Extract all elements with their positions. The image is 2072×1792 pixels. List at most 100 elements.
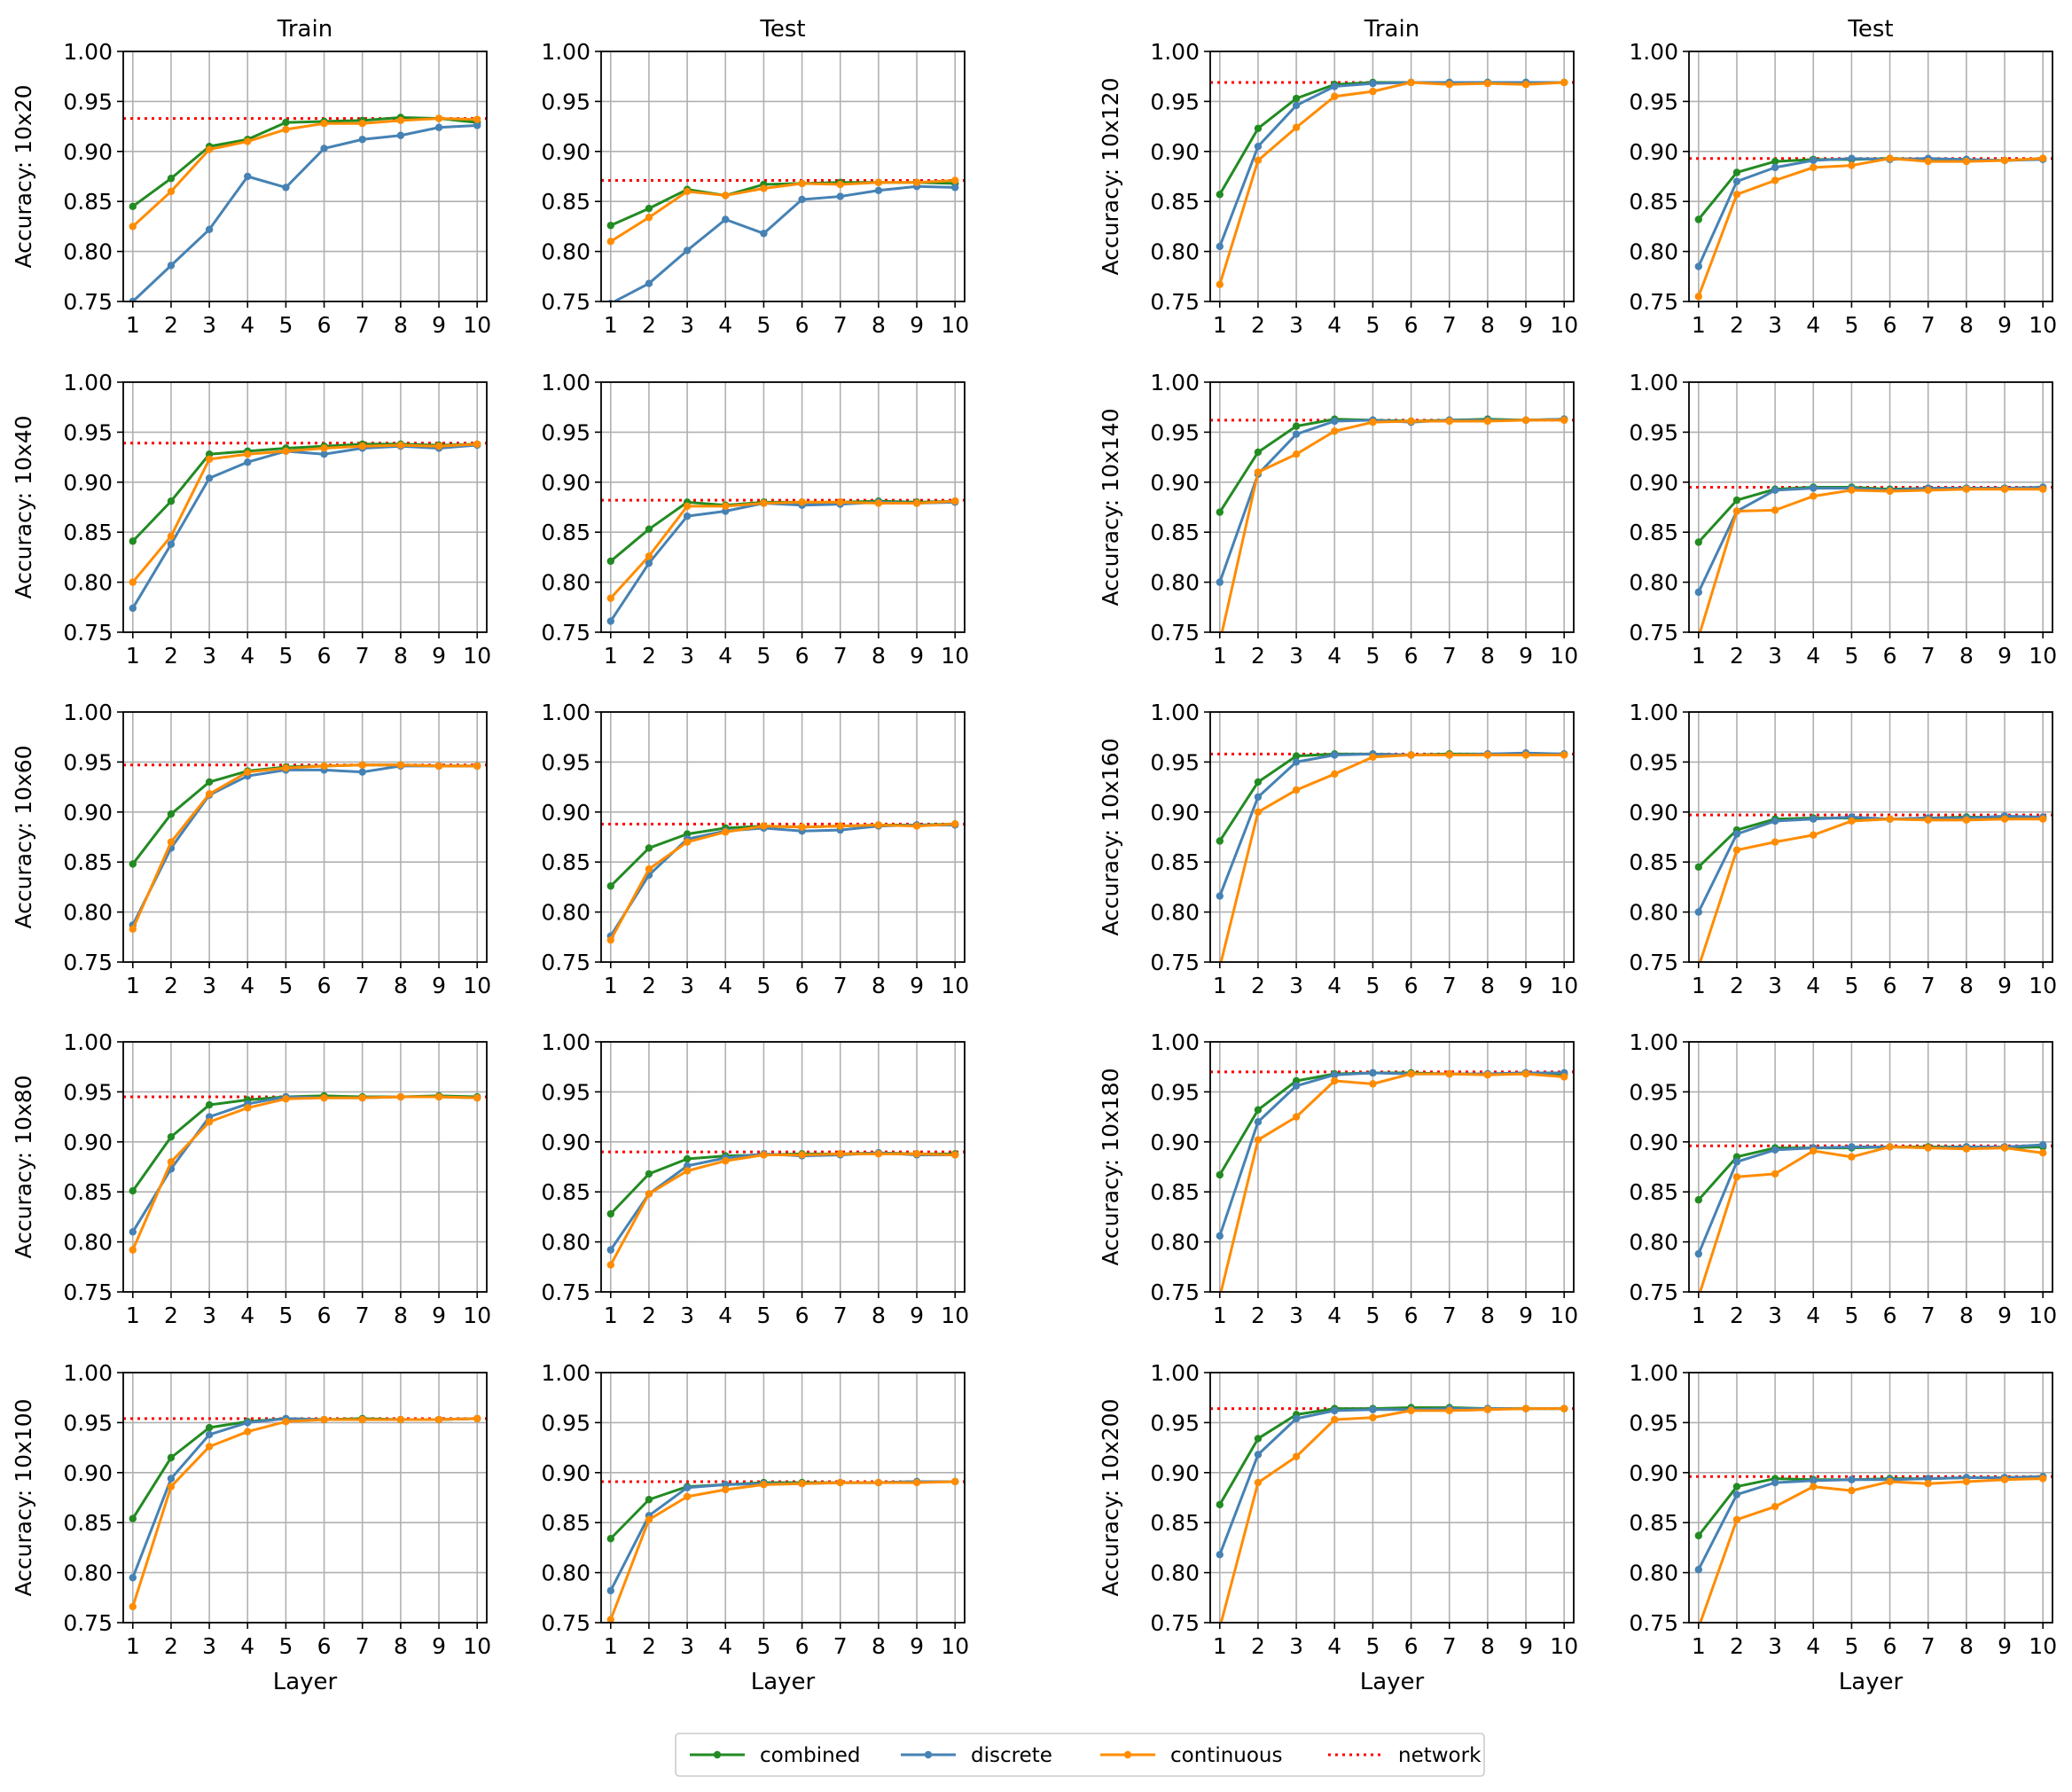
y-tick-label: 0.75: [541, 1279, 590, 1305]
panel-r3-c3: 0.75 0.80 0.85 0.90 0.95 1.00 1 2 3 4 5 6 7 8 9 10 Accur…: [1098, 700, 1578, 998]
plot-area: [601, 176, 965, 301]
y-tick-label: 0.80: [541, 1230, 590, 1256]
y-tick-label: 0.80: [541, 239, 590, 265]
panel-title: Train: [277, 16, 332, 43]
x-tick-label: 4: [240, 1303, 254, 1328]
panel-r1-c1: 0.75 0.80 0.85 0.90 0.95 1.00 1 2 3 4 5 6 7 8 9 10 Accur…: [11, 16, 491, 338]
continuous-point: [1560, 751, 1568, 759]
y-tick-label: 0.75: [1150, 950, 1200, 975]
y-tick-label: 0.75: [63, 1610, 113, 1636]
discrete-point: [1694, 262, 1702, 270]
discrete-point: [205, 225, 214, 233]
continuous-point: [1962, 1477, 1971, 1486]
continuous-point: [167, 838, 176, 846]
continuous-point: [1369, 1080, 1377, 1088]
continuous-point: [1732, 846, 1741, 854]
x-tick-label: 10: [2029, 1633, 2057, 1659]
x-tick-label: 2: [164, 643, 178, 669]
continuous-point: [606, 238, 614, 246]
grid: [1689, 711, 2052, 963]
plot-area: [1689, 1140, 2052, 1292]
continuous-point: [798, 1480, 806, 1488]
continuous-point: [2039, 485, 2047, 493]
x-tick-label: 7: [356, 1633, 370, 1659]
panel-r1-c2: 0.75 0.80 0.85 0.90 0.95 1.00 1 2 3 4 5 6 7 8 9 10 Test: [541, 16, 969, 338]
x-tick-label: 10: [941, 973, 969, 998]
y-tick-label: 0.85: [63, 849, 113, 875]
grid: [123, 381, 487, 633]
combined-point: [645, 844, 653, 852]
legend-marker-combined: [713, 1750, 722, 1759]
y-tick-label: 0.95: [541, 1410, 590, 1436]
continuous-point: [1771, 838, 1779, 846]
combined-point: [606, 222, 614, 230]
x-tick-label: 6: [317, 1633, 332, 1659]
continuous-point: [129, 578, 137, 586]
y-tick-label: 0.80: [541, 570, 590, 596]
x-tick-label: 2: [164, 973, 178, 998]
x-tick-label: 1: [126, 1303, 140, 1328]
continuous-point: [1810, 1146, 1818, 1155]
panel-r4-c2: 0.75 0.80 0.85 0.90 0.95 1.00 1 2 3 4 5 6 7 8 9 10: [541, 1029, 969, 1328]
x-axis-label: Layer: [751, 1669, 816, 1695]
discrete-point: [205, 1430, 214, 1439]
discrete-point: [1292, 1082, 1301, 1090]
x-tick-label: 7: [1921, 1633, 1935, 1659]
discrete-point: [1771, 1478, 1779, 1487]
discrete-point: [1694, 588, 1702, 597]
continuous-point: [1560, 1073, 1568, 1081]
continuous-point: [1521, 416, 1530, 425]
continuous-point: [1810, 1483, 1818, 1491]
axes-frame: [122, 381, 488, 633]
x-tick-label: 3: [680, 643, 694, 669]
y-axis-label: Accuracy: 10x160: [1098, 738, 1123, 935]
continuous-point: [2000, 1144, 2009, 1152]
combined-point: [606, 557, 614, 566]
x-tick-label: 1: [126, 312, 140, 338]
y-tick-label: 0.75: [1629, 1279, 1678, 1305]
plot-area: [1210, 749, 1574, 962]
y-tick-label: 0.85: [1150, 520, 1200, 545]
plot-area: [1210, 1068, 1574, 1292]
combined-point: [129, 860, 137, 868]
continuous-point: [1369, 1413, 1377, 1421]
plot-area: [1689, 483, 2052, 632]
continuous-point: [874, 1478, 883, 1487]
continuous-point: [205, 1118, 214, 1126]
y-tick-label: 0.80: [541, 1561, 590, 1586]
x-tick-label: 3: [1289, 312, 1303, 338]
x-tick-label: 7: [356, 973, 370, 998]
discrete-point: [358, 136, 366, 144]
continuous-point: [645, 214, 653, 222]
panel-r1-c3: 0.75 0.80 0.85 0.90 0.95 1.00 1 2 3 4 5 6 7 8 9 10 Accur…: [1098, 16, 1578, 338]
continuous-point: [912, 499, 921, 507]
x-tick-label: 5: [756, 973, 770, 998]
x-tick-label: 4: [1806, 973, 1820, 998]
y-tick-label: 0.85: [1150, 1179, 1200, 1205]
y-tick-label: 0.95: [1150, 1410, 1200, 1436]
axes-frame: [1209, 381, 1575, 633]
continuous-line: [1699, 1477, 2044, 1623]
y-tick-label: 0.75: [63, 289, 113, 315]
continuous-point: [396, 441, 405, 450]
y-tick-label: 0.95: [63, 749, 113, 775]
combined-line: [131, 115, 478, 208]
continuous-point: [645, 1515, 653, 1524]
panel-r2-c1: 0.75 0.80 0.85 0.90 0.95 1.00 1 2 3 4 5 6 7 8 9 10 Accur…: [11, 370, 491, 669]
discrete-point: [1292, 1414, 1301, 1423]
plot-area: [1689, 1473, 2052, 1623]
continuous-line: [1699, 818, 2044, 962]
x-tick-label: 9: [1519, 1633, 1533, 1659]
y-tick-label: 0.75: [63, 1279, 113, 1305]
continuous-point: [1810, 163, 1818, 172]
combined-point: [167, 175, 176, 183]
continuous-point: [167, 1158, 176, 1166]
continuous-point: [1848, 1486, 1856, 1495]
x-tick-label: 3: [202, 1303, 216, 1328]
discrete-line: [1218, 751, 1565, 897]
continuous-line: [131, 117, 478, 228]
x-tick-label: 5: [278, 643, 293, 669]
y-tick-label: 0.95: [541, 89, 590, 114]
continuous-point: [912, 1478, 921, 1487]
